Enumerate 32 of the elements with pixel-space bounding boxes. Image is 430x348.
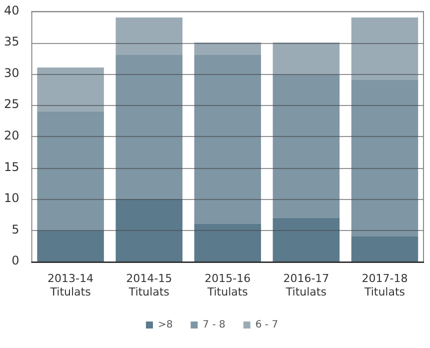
x-tick-label: 2017-18 Titulats [362,272,408,298]
y-tick-label: 5 [12,222,20,236]
x-tick-label: 2014-15 Titulats [126,272,172,298]
bar [272,218,340,262]
bar [116,199,182,262]
bar [37,68,104,112]
bar [194,55,262,224]
x-tick-label: 2015-16 Titulats [204,272,251,298]
legend-label: 6 - 7 [255,320,278,331]
legend-label: >8 [158,320,173,331]
legend-label: 7 - 8 [202,320,226,331]
x-tick-label: 2013-14 Titulats [48,272,94,298]
bar [116,55,182,199]
y-tick-label: 25 [4,97,20,112]
bar [351,80,418,237]
bar [37,230,104,262]
x-tick-label: 2016-17 Titulats [283,272,330,298]
bar [272,74,340,218]
y-tick-label: 20 [4,128,20,143]
y-tick-label: 35 [4,34,20,49]
bar [351,17,418,80]
bar [194,224,262,262]
y-tick-label: 15 [4,160,20,174]
bar [194,42,262,56]
bar [272,42,340,74]
y-tick-label: 40 [4,3,20,18]
y-tick-label: 0 [12,254,20,268]
y-tick-label: 30 [4,66,20,80]
bar [351,236,418,262]
y-tick-label: 10 [4,191,20,206]
bar [37,111,104,230]
bar [116,17,182,56]
